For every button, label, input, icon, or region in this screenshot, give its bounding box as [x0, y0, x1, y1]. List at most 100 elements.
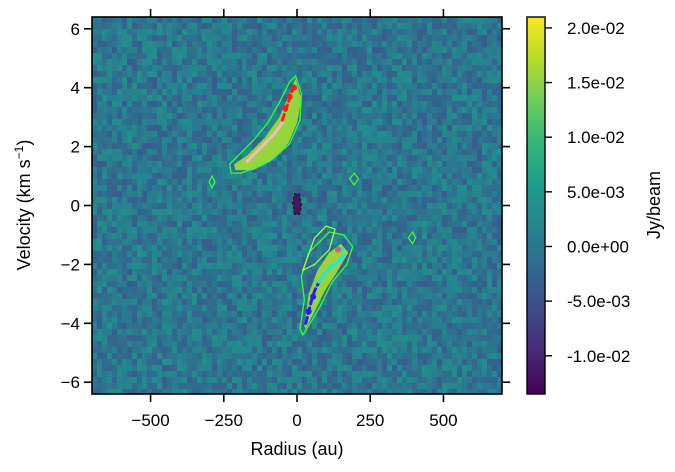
noise-cell	[227, 149, 233, 156]
noise-cell	[462, 365, 468, 372]
noise-cell	[147, 185, 153, 192]
noise-cell	[417, 233, 423, 240]
noise-cell	[232, 215, 238, 222]
noise-cell	[437, 275, 443, 282]
noise-cell	[107, 365, 113, 372]
noise-cell	[282, 287, 288, 294]
noise-cell	[492, 71, 498, 78]
noise-cell	[227, 29, 233, 36]
noise-cell	[477, 155, 483, 162]
noise-cell	[477, 239, 483, 246]
noise-cell	[332, 149, 338, 156]
noise-cell	[212, 53, 218, 60]
noise-cell	[452, 257, 458, 264]
noise-cell	[102, 35, 108, 42]
noise-cell	[127, 347, 133, 354]
noise-cell	[417, 173, 423, 180]
noise-cell	[342, 17, 348, 24]
noise-cell	[337, 377, 343, 384]
noise-cell	[342, 23, 348, 30]
noise-cell	[327, 185, 333, 192]
noise-cell	[397, 95, 403, 102]
noise-cell	[392, 137, 398, 144]
noise-cell	[117, 281, 123, 288]
noise-cell	[112, 377, 118, 384]
noise-cell	[157, 335, 163, 342]
noise-cell	[132, 221, 138, 228]
noise-cell	[197, 17, 203, 24]
noise-cell	[317, 101, 323, 108]
noise-cell	[367, 155, 373, 162]
noise-cell	[227, 317, 233, 324]
noise-cell	[307, 155, 313, 162]
noise-cell	[137, 125, 143, 132]
noise-cell	[122, 233, 128, 240]
noise-cell	[222, 341, 228, 348]
noise-cell	[302, 161, 308, 168]
noise-cell	[257, 125, 263, 132]
noise-cell	[472, 137, 478, 144]
noise-cell	[382, 245, 388, 252]
noise-cell	[252, 203, 258, 210]
noise-cell	[327, 137, 333, 144]
noise-cell	[147, 191, 153, 198]
noise-cell	[157, 113, 163, 120]
noise-cell	[447, 215, 453, 222]
noise-cell	[437, 197, 443, 204]
noise-cell	[302, 317, 308, 324]
noise-cell	[457, 35, 463, 42]
noise-cell	[382, 197, 388, 204]
noise-cell	[387, 263, 393, 270]
noise-cell	[132, 227, 138, 234]
noise-cell	[247, 107, 253, 114]
noise-cell	[477, 179, 483, 186]
noise-cell	[157, 221, 163, 228]
noise-cell	[217, 347, 223, 354]
noise-cell	[417, 191, 423, 198]
noise-cell	[442, 347, 448, 354]
noise-cell	[137, 293, 143, 300]
noise-cell	[117, 269, 123, 276]
noise-cell	[297, 239, 303, 246]
noise-cell	[442, 95, 448, 102]
noise-cell	[212, 185, 218, 192]
noise-cell	[262, 251, 268, 258]
noise-cell	[422, 203, 428, 210]
noise-cell	[377, 143, 383, 150]
noise-cell	[302, 287, 308, 294]
noise-cell	[462, 251, 468, 258]
noise-cell	[187, 257, 193, 264]
noise-cell	[192, 197, 198, 204]
noise-cell	[432, 335, 438, 342]
noise-cell	[152, 347, 158, 354]
noise-cell	[412, 65, 418, 72]
noise-cell	[132, 251, 138, 258]
noise-cell	[287, 287, 293, 294]
noise-cell	[267, 101, 273, 108]
noise-cell	[352, 185, 358, 192]
noise-cell	[162, 305, 168, 312]
noise-cell	[272, 185, 278, 192]
noise-cell	[307, 41, 313, 48]
noise-cell	[162, 65, 168, 72]
noise-cell	[297, 59, 303, 66]
noise-cell	[297, 299, 303, 306]
noise-cell	[262, 29, 268, 36]
noise-cell	[102, 239, 108, 246]
noise-cell	[347, 59, 353, 66]
noise-cell	[387, 125, 393, 132]
noise-cell	[92, 155, 98, 162]
noise-cell	[222, 323, 228, 330]
noise-cell	[387, 29, 393, 36]
noise-cell	[447, 365, 453, 372]
noise-cell	[377, 377, 383, 384]
noise-cell	[122, 275, 128, 282]
noise-cell	[387, 101, 393, 108]
noise-cell	[297, 41, 303, 48]
noise-cell	[497, 269, 502, 276]
noise-cell	[277, 197, 283, 204]
noise-cell	[182, 59, 188, 66]
noise-cell	[282, 173, 288, 180]
noise-cell	[127, 197, 133, 204]
noise-cell	[447, 257, 453, 264]
